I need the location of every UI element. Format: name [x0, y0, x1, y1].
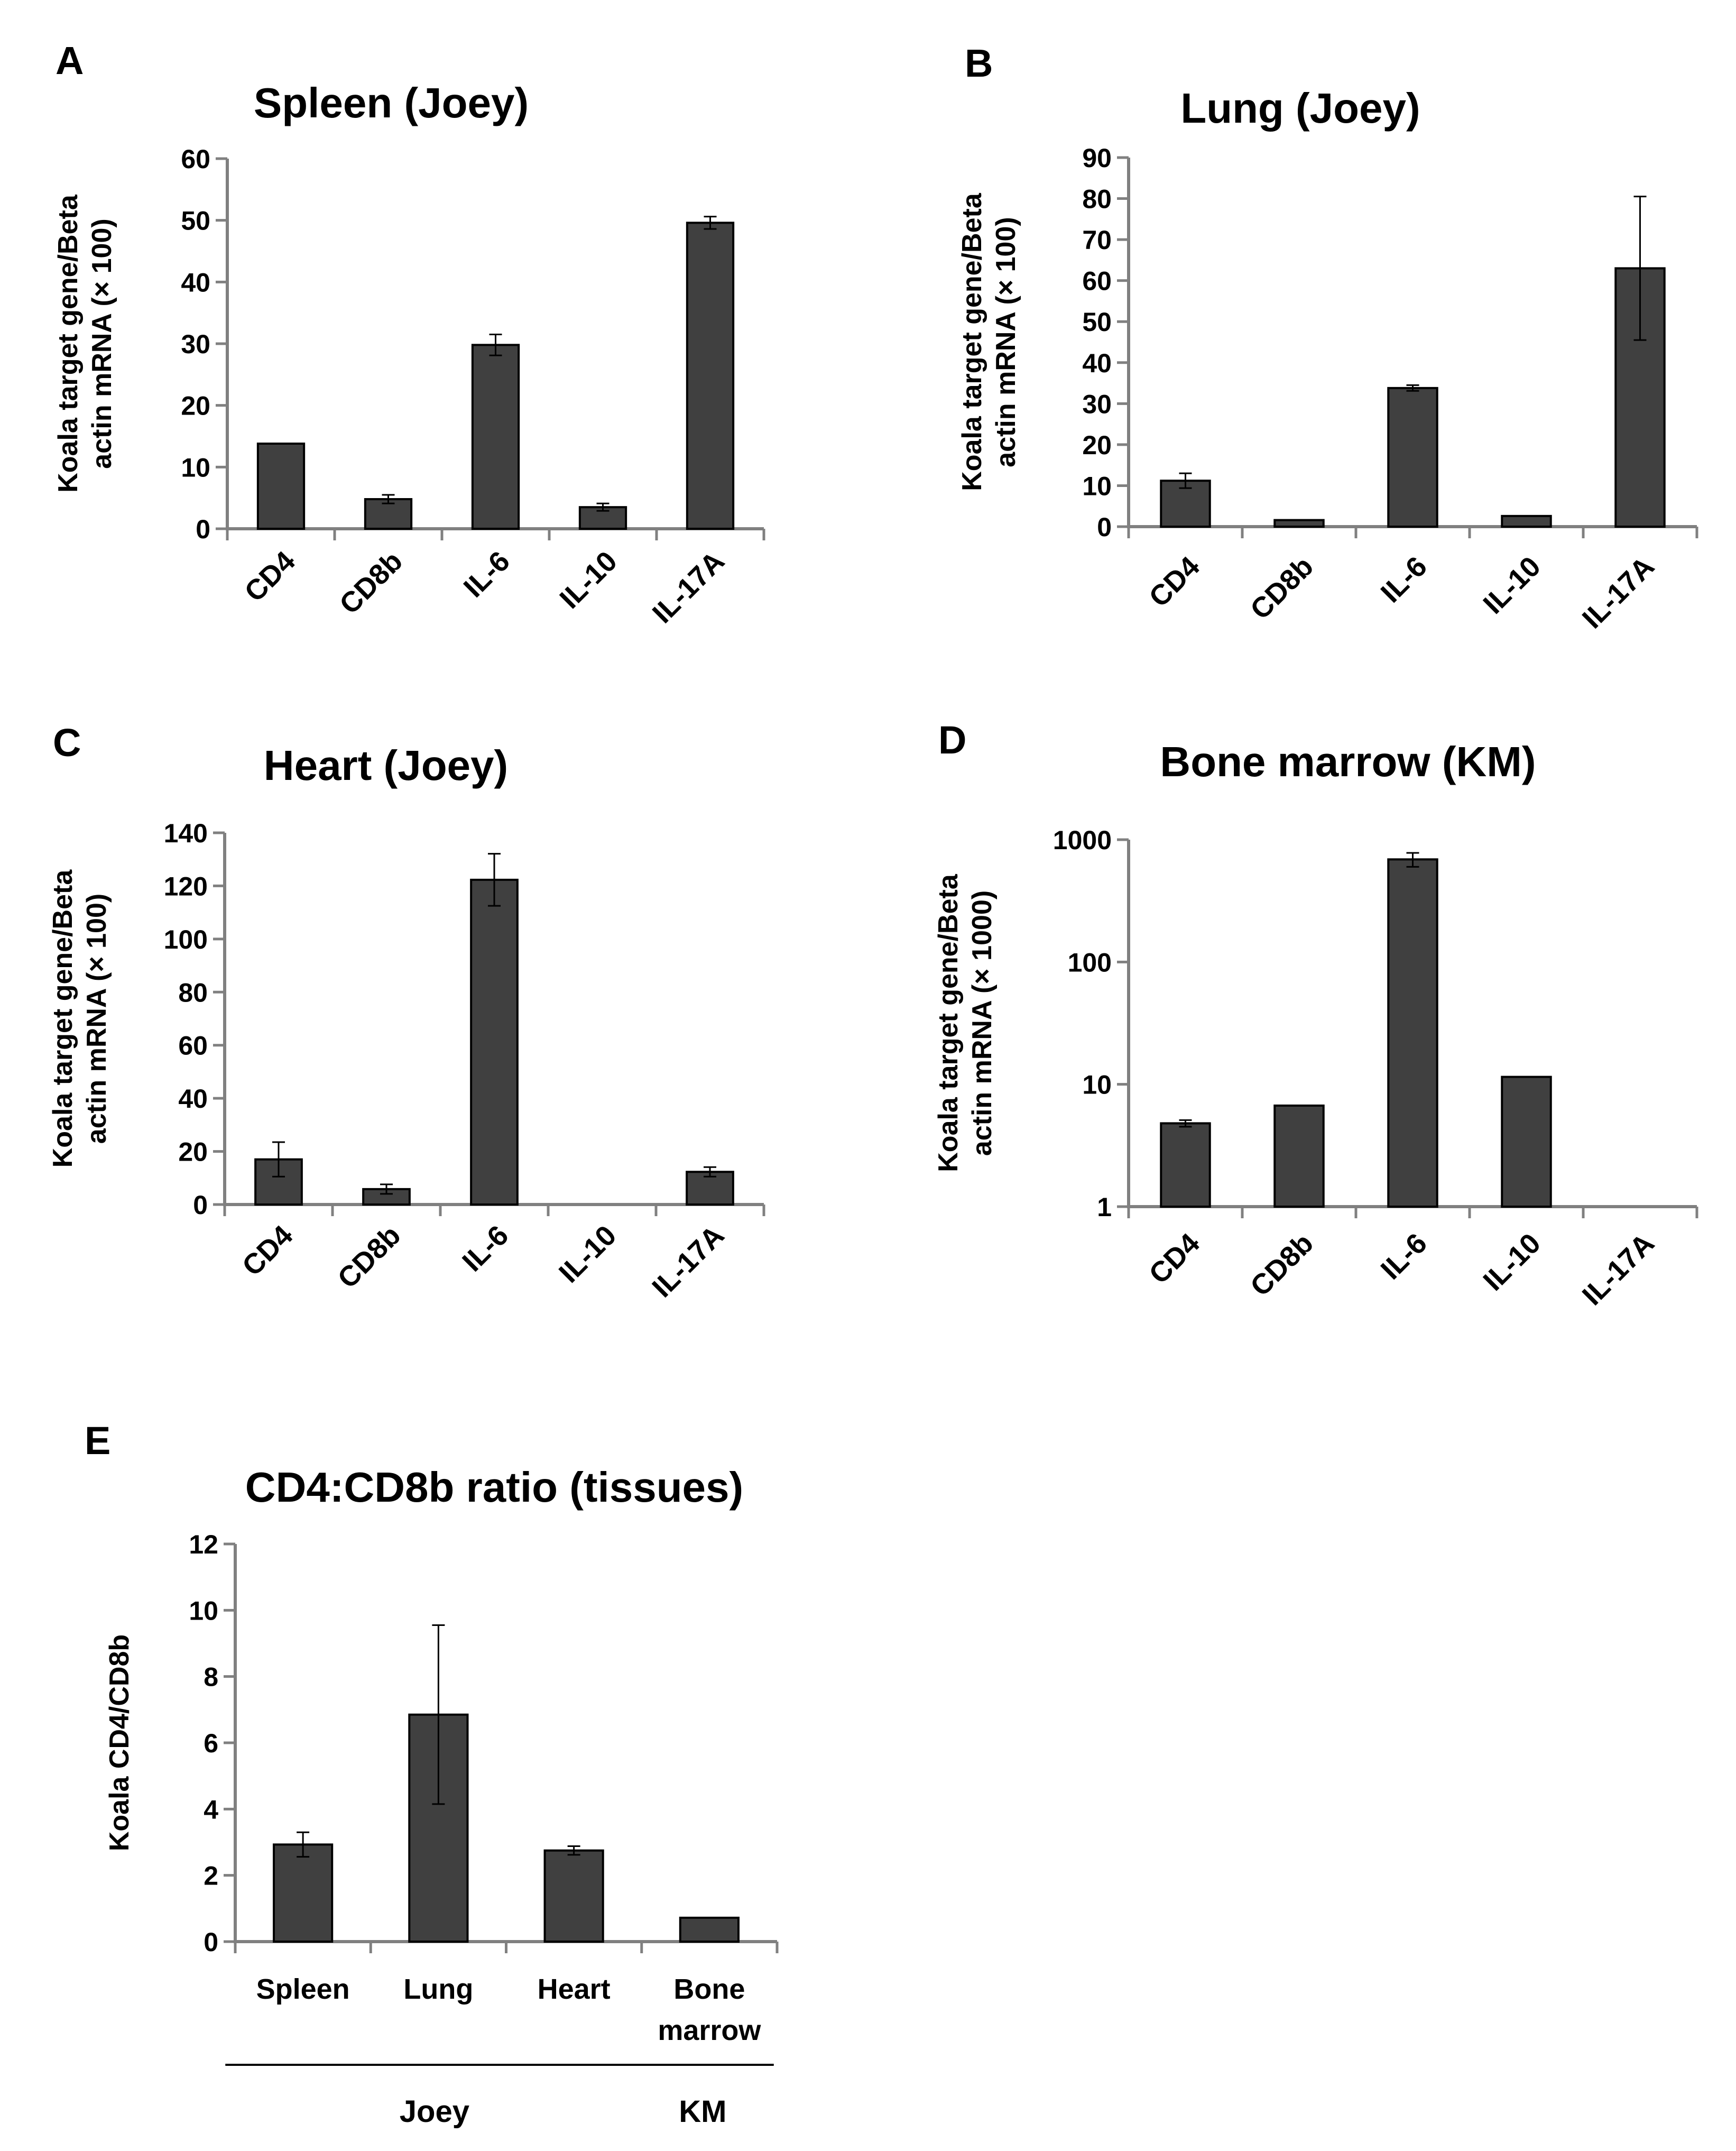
panel-c-ylabel-line: actin mRNA (× 100)	[81, 894, 112, 1144]
panel-a-ylabel-line: actin mRNA (× 100)	[87, 218, 117, 468]
panel-e-chart: CD4:CD8b ratio (tissues) Koala CD4/CD8b 0 2…	[104, 1464, 779, 2129]
panel-b-bar	[1273, 519, 1325, 528]
panel-b-y-tick-label: 10	[1082, 471, 1112, 501]
panel-b-y-tick-label: 80	[1082, 185, 1112, 214]
panel-d-y-tick-label: 10	[1082, 1070, 1112, 1100]
panel-a-y-tick-label: 20	[181, 391, 210, 421]
panel-e-bar	[543, 1849, 604, 1943]
panel-c-y-tick-label: 140	[164, 819, 208, 848]
panel-d-title: Bone marrow (KM)	[1160, 738, 1536, 785]
panel-c-y-tick-label: 0	[193, 1190, 208, 1220]
panel-c-ylabel: Koala target gene/Beta actin mRNA (× 100)	[48, 869, 112, 1168]
panel-e-y-tick-label: 8	[204, 1662, 218, 1692]
panel-d-y-tick-label: 1	[1097, 1192, 1112, 1222]
panel-a-letter: A	[56, 39, 84, 82]
panel-b-bar	[1387, 387, 1438, 528]
panel-e-y-tick-label: 4	[204, 1795, 218, 1824]
panel-b-y-tick-label: 40	[1082, 348, 1112, 378]
panel-e-x-tick-label: Bone	[673, 1973, 745, 2005]
panel-a-y-tick-label: 40	[181, 268, 210, 297]
panel-e-x-tick-label: Lung	[403, 1973, 473, 2005]
panel-a-ylabel-line: Koala target gene/Beta	[53, 194, 84, 493]
panel-e: E CD4:CD8b ratio (tissues) Koala CD4/CD8b…	[85, 1419, 779, 2129]
panel-a-ylabel: Koala target gene/Beta actin mRNA (× 100)	[53, 194, 117, 493]
panel-c-y-tick-label: 100	[164, 925, 208, 954]
panel-d-y-tick-label: 100	[1068, 948, 1112, 977]
panel-b-y-tick-label: 70	[1082, 225, 1112, 255]
panel-a-bar	[256, 443, 306, 530]
panel-b-ylabel-line: Koala target gene/Beta	[957, 192, 987, 491]
panel-c-y-tick-label: 120	[164, 871, 208, 901]
panel-c-y-tick-label: 80	[178, 978, 208, 1007]
panel-e-y-tick-label: 6	[204, 1729, 218, 1758]
panel-c-y-tick-label: 60	[178, 1031, 208, 1061]
panel-d-ylabel: Koala target gene/Beta actin mRNA (× 1000…	[933, 874, 998, 1172]
panel-c-y-tick-label: 40	[178, 1084, 208, 1114]
panel-e-y-tick-label: 12	[189, 1530, 218, 1559]
panel-e-y-tick-label: 10	[189, 1596, 218, 1625]
panel-c-y-tick-label: 20	[178, 1137, 208, 1167]
panel-e-x-tick-label: Spleen	[256, 1973, 350, 2005]
panel-b-bar	[1501, 514, 1552, 528]
panel-e-group-label: KM	[679, 2094, 726, 2129]
panel-d-ylabel-line: Koala target gene/Beta	[933, 874, 964, 1172]
panel-b-letter: B	[965, 41, 993, 85]
panel-b-y-tick-label: 20	[1082, 430, 1112, 460]
panel-d-ylabel-line: actin mRNA (× 1000)	[967, 890, 998, 1156]
panel-d-bar	[1501, 1076, 1552, 1208]
panel-b-y-tick-label: 30	[1082, 389, 1112, 419]
panel-e-title: CD4:CD8b ratio (tissues)	[245, 1464, 743, 1511]
panel-b-y-tick-label: 50	[1082, 307, 1112, 337]
panel-c-letter: C	[53, 721, 81, 765]
panel-b-bar	[1160, 480, 1211, 528]
panel-e-y-tick-label: 0	[204, 1927, 218, 1957]
panel-d-bar	[1273, 1104, 1325, 1208]
panel-a-title: Spleen (Joey)	[254, 79, 529, 126]
panel-b-title: Lung (Joey)	[1180, 85, 1420, 132]
panel-a-y-tick-label: 50	[181, 206, 210, 236]
panel-a-y-tick-label: 0	[196, 514, 210, 544]
panel-b-ylabel: Koala target gene/Beta actin mRNA (× 100)	[957, 192, 1021, 491]
panel-b-y-tick-label: 90	[1082, 143, 1112, 173]
panel-d-letter: D	[938, 718, 966, 762]
panel-e-y-tick-label: 2	[204, 1861, 218, 1891]
panel-e-ylabel-line: Koala CD4/CD8b	[104, 1634, 135, 1851]
panel-d-y-tick-label: 1000	[1053, 825, 1112, 855]
panel-e-x-tick-label: marrow	[658, 2015, 761, 2046]
panel-a-bar	[471, 344, 520, 530]
panel-c-bar	[470, 878, 519, 1206]
panel-e-group-label: Joey	[400, 2094, 469, 2129]
panel-d-bar	[1160, 1122, 1211, 1208]
panel-c-title: Heart (Joey)	[264, 742, 508, 789]
panel-a-bar	[686, 222, 735, 530]
panel-a-y-tick-label: 30	[181, 329, 210, 359]
panel-c-ylabel-line: Koala target gene/Beta	[48, 869, 78, 1168]
panel-c-bar	[686, 1171, 734, 1206]
panel-e-bar	[273, 1843, 334, 1943]
panel-a-y-tick-label: 10	[181, 453, 210, 482]
panel-b-y-tick-label: 0	[1097, 512, 1112, 542]
panel-e-bar	[679, 1916, 740, 1943]
panel-d-bar	[1387, 858, 1438, 1208]
panel-e-x-tick-label: Heart	[538, 1973, 611, 2005]
panel-e-ylabel: Koala CD4/CD8b	[104, 1634, 135, 1851]
panel-a-y-tick-label: 60	[181, 144, 210, 174]
panel-b-y-tick-label: 60	[1082, 266, 1112, 296]
panel-b-ylabel-line: actin mRNA (× 100)	[991, 217, 1021, 467]
panel-e-letter: E	[85, 1419, 110, 1463]
